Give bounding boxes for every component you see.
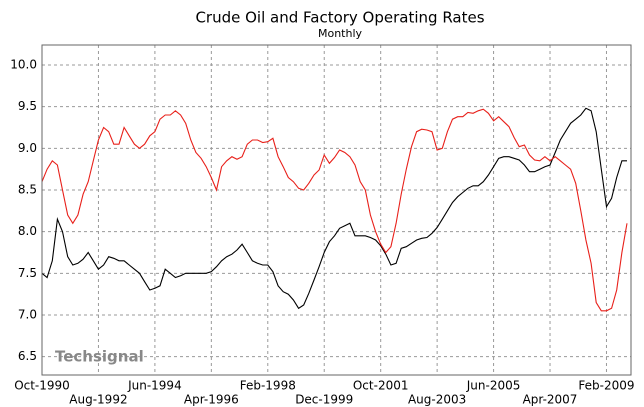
x-tick-label: Feb-1998 [240, 379, 296, 393]
x-tick-label: Dec-1999 [295, 393, 353, 407]
x-tick-label: Aug-1992 [69, 393, 127, 407]
watermark: Techsignal [55, 348, 144, 366]
chart-title: Crude Oil and Factory Operating Rates [195, 9, 484, 27]
chart-subtitle: Monthly [318, 27, 363, 40]
x-tick-label: Feb-2009 [578, 379, 634, 393]
y-tick-label: 6.5 [18, 349, 37, 363]
lines [41, 107, 628, 312]
series-line [41, 107, 627, 310]
x-tick-label: Oct-1990 [14, 379, 70, 393]
y-tick-label: 7.5 [18, 266, 37, 280]
x-tick-label: Jun-1994 [127, 379, 182, 393]
plot-frame [41, 44, 632, 376]
x-tick-label: Apr-1996 [184, 393, 239, 407]
y-tick-label: 10.0 [10, 58, 37, 72]
series-line [41, 108, 628, 312]
x-tick-label: Oct-2001 [353, 379, 409, 393]
y-tick-label: 7.0 [18, 308, 37, 322]
x-tick-label: Aug-2003 [408, 393, 466, 407]
y-tick-label: 9.5 [18, 99, 37, 113]
x-tick-label: Jun-2005 [466, 379, 521, 393]
y-tick-label: 9.0 [18, 141, 37, 155]
y-tick-label: 8.5 [18, 183, 37, 197]
y-tick-label: 8.0 [18, 224, 37, 238]
x-tick-label: Apr-2007 [523, 393, 578, 407]
